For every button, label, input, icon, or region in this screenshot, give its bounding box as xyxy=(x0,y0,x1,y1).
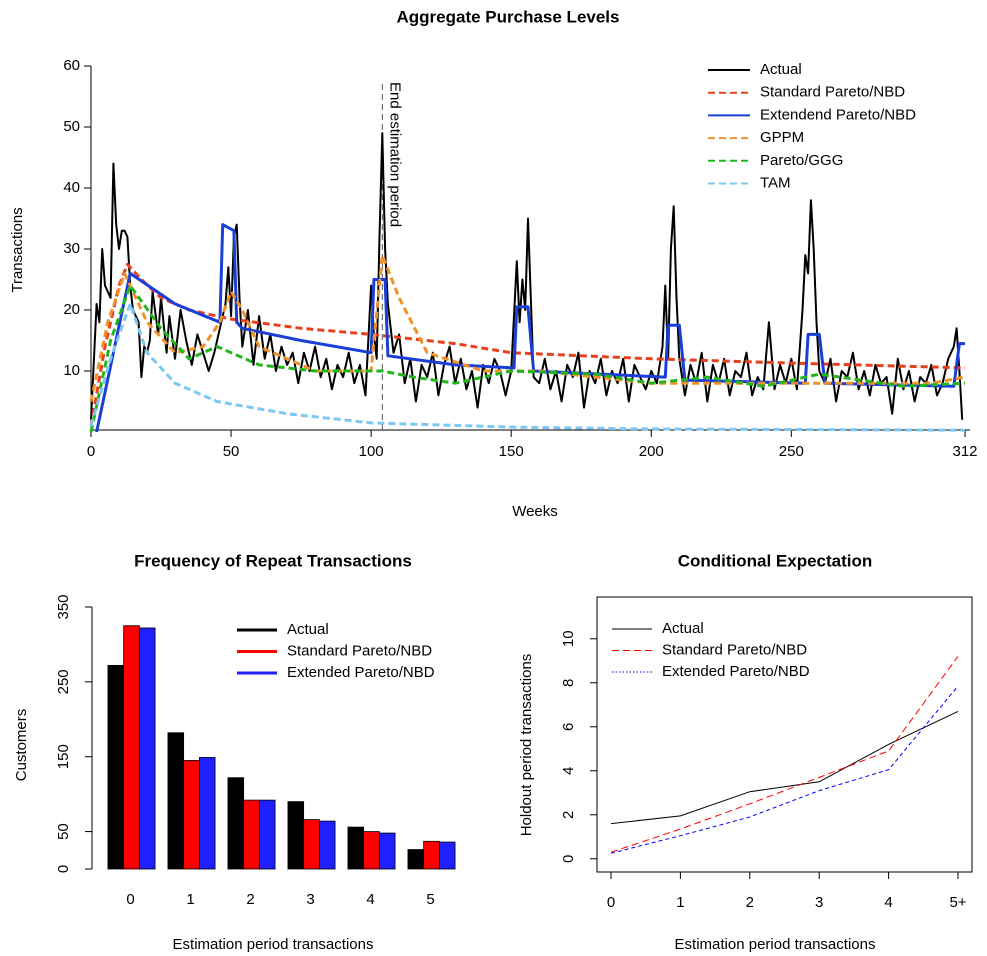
y-tick-label: 0 xyxy=(55,865,72,873)
y-tick-label: 30 xyxy=(63,240,80,257)
series-line xyxy=(610,710,959,825)
bar xyxy=(183,760,200,870)
x-tick-label: 50 xyxy=(223,443,240,460)
bar xyxy=(287,801,305,870)
x-tick-label: 100 xyxy=(359,443,384,460)
y-tick-label: 4 xyxy=(560,767,577,775)
annotation: End estimation period xyxy=(386,82,403,227)
bar xyxy=(243,799,260,870)
x-tick-label: 200 xyxy=(639,443,664,460)
bar xyxy=(167,732,185,870)
chart-title: Aggregate Purchase Levels xyxy=(397,7,620,26)
bar xyxy=(363,831,380,870)
legend-label: Pareto/GGG xyxy=(760,152,843,169)
legend-label: Standard Pareto/NBD xyxy=(760,84,905,101)
bar xyxy=(198,757,216,870)
x-tick-label: 3 xyxy=(306,891,314,908)
series-line xyxy=(610,685,959,854)
legend-label: GPPM xyxy=(760,129,804,146)
x-tick-label: 150 xyxy=(499,443,524,460)
plot-box xyxy=(596,596,973,873)
x-axis-label: Estimation period transactions xyxy=(173,936,374,953)
y-axis-label: Holdout period transactions xyxy=(518,654,535,837)
x-tick-label: 1 xyxy=(676,894,684,911)
bar xyxy=(107,664,125,870)
x-tick-label: 0 xyxy=(126,891,134,908)
series-line xyxy=(89,284,966,433)
x-tick-label: 312 xyxy=(952,443,977,460)
series-line xyxy=(89,262,966,427)
bar xyxy=(227,777,245,870)
bar xyxy=(423,840,440,870)
chart-title: Conditional Expectation xyxy=(678,551,873,570)
x-tick-label: 0 xyxy=(607,894,615,911)
y-tick-label: 10 xyxy=(63,362,80,379)
x-tick-label: 250 xyxy=(779,443,804,460)
bar xyxy=(318,820,336,870)
series-line xyxy=(95,223,965,433)
x-tick-label: 4 xyxy=(884,894,892,911)
legend-label: Actual xyxy=(662,620,704,637)
bar xyxy=(258,799,276,870)
legend-label: TAM xyxy=(760,174,791,191)
series-line xyxy=(89,302,966,432)
y-tick-label: 40 xyxy=(63,179,80,196)
bar xyxy=(347,826,365,870)
x-tick-label: 4 xyxy=(366,891,374,908)
bar xyxy=(438,841,456,870)
y-tick-label: 6 xyxy=(560,723,577,731)
bar xyxy=(303,819,320,870)
y-axis-label: Customers xyxy=(13,709,30,782)
bar xyxy=(138,627,156,870)
legend-label: Standard Pareto/NBD xyxy=(662,641,807,658)
x-tick-label: 1 xyxy=(186,891,194,908)
legend-label: Extended Pareto/NBD xyxy=(662,663,810,680)
series-line xyxy=(90,132,964,420)
y-tick-label: 350 xyxy=(55,594,72,619)
x-axis-label: Estimation period transactions xyxy=(675,936,876,953)
bar xyxy=(407,849,425,870)
bar xyxy=(123,625,140,870)
legend-label: Actual xyxy=(760,61,802,78)
y-tick-label: 2 xyxy=(560,811,577,819)
y-tick-label: 10 xyxy=(560,630,577,647)
legend-label: Extended Pareto/NBD xyxy=(287,664,435,681)
x-tick-label: 2 xyxy=(746,894,754,911)
y-tick-label: 250 xyxy=(55,669,72,694)
y-tick-label: 20 xyxy=(63,301,80,318)
y-tick-label: 150 xyxy=(55,744,72,769)
x-tick-label: 5 xyxy=(426,891,434,908)
y-tick-label: 50 xyxy=(63,118,80,135)
x-tick-label: 2 xyxy=(246,891,254,908)
y-tick-label: 0 xyxy=(560,855,577,863)
series-line xyxy=(610,656,959,853)
y-tick-label: 8 xyxy=(560,679,577,687)
chart-title: Frequency of Repeat Transactions xyxy=(134,551,412,570)
x-tick-label: 0 xyxy=(87,443,95,460)
legend-label: Extendend Pareto/NBD xyxy=(760,106,916,123)
y-tick-label: 60 xyxy=(63,57,80,74)
series-line xyxy=(89,253,966,402)
legend-label: Actual xyxy=(287,621,329,638)
legend-label: Standard Pareto/NBD xyxy=(287,642,432,659)
x-tick-label: 5+ xyxy=(949,894,966,911)
x-axis-label: Weeks xyxy=(512,503,558,520)
y-tick-label: 50 xyxy=(55,823,72,840)
x-tick-label: 3 xyxy=(815,894,823,911)
y-axis-label: Transactions xyxy=(9,207,26,292)
bar xyxy=(378,832,396,870)
